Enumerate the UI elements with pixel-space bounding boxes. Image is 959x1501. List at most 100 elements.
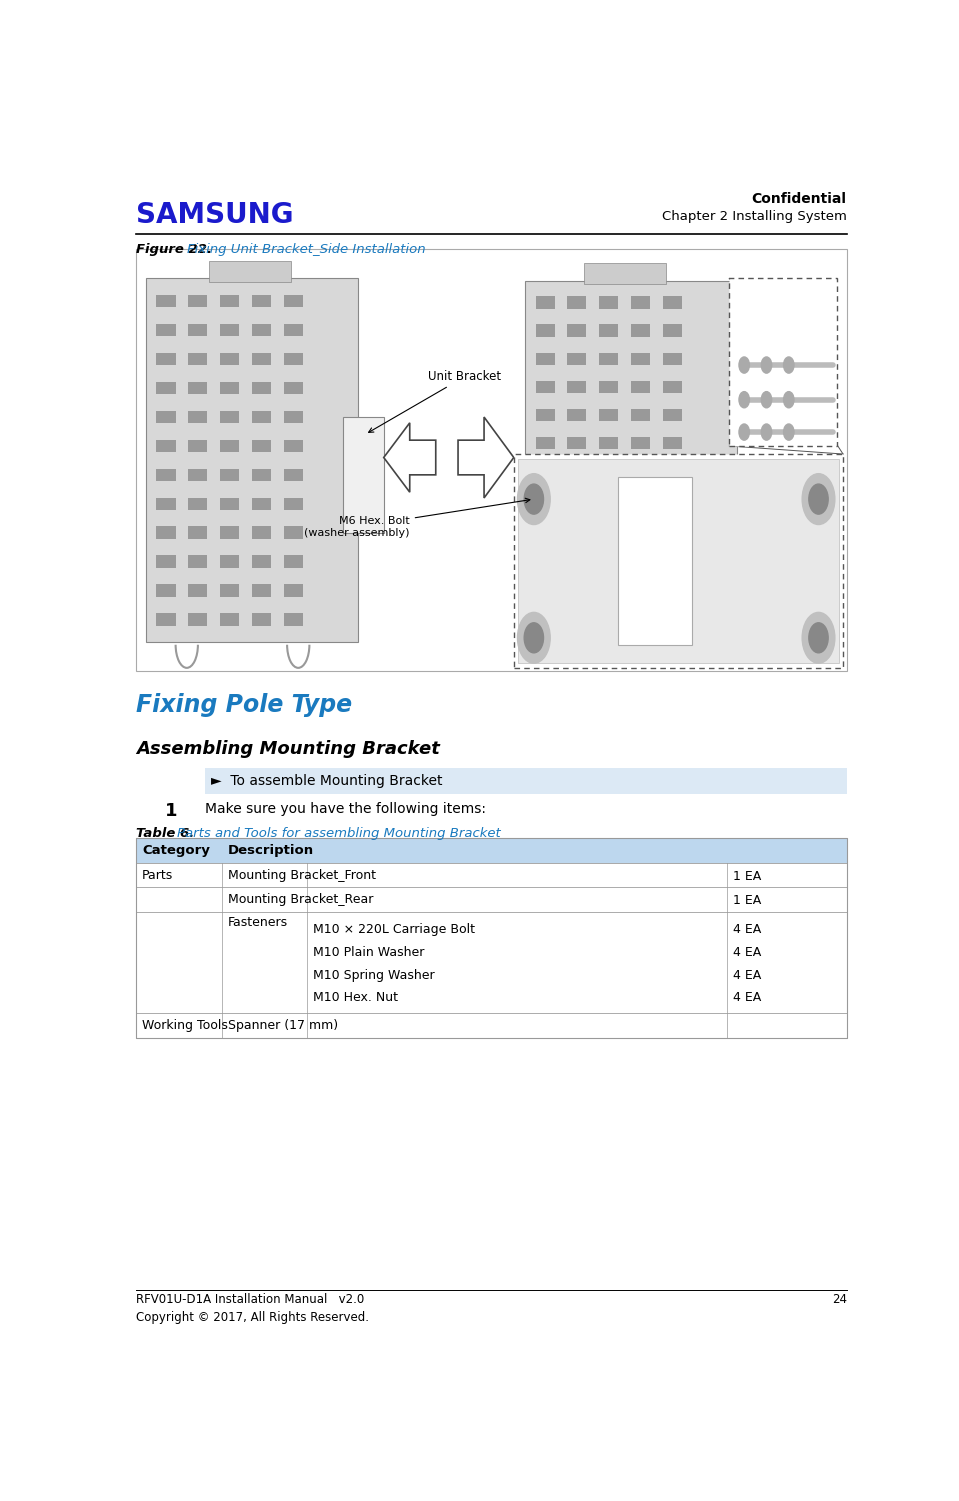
- Bar: [663, 492, 682, 506]
- Circle shape: [808, 623, 829, 653]
- Bar: [599, 549, 619, 561]
- Bar: [220, 468, 239, 482]
- Bar: [631, 324, 650, 336]
- Text: Parts and Tools for assembling Mounting Bracket: Parts and Tools for assembling Mounting …: [177, 827, 501, 841]
- Bar: [631, 576, 650, 590]
- Text: 4 EA: 4 EA: [733, 968, 761, 982]
- Text: 4 EA: 4 EA: [733, 923, 761, 937]
- Bar: [535, 465, 554, 477]
- Bar: [156, 555, 175, 569]
- Bar: [663, 324, 682, 336]
- Bar: [284, 381, 303, 395]
- Circle shape: [518, 612, 550, 663]
- Text: Unit Bracket: Unit Bracket: [368, 371, 502, 432]
- Bar: [568, 576, 586, 590]
- Bar: [284, 324, 303, 336]
- Bar: [284, 584, 303, 597]
- Bar: [535, 296, 554, 309]
- Text: Description: Description: [227, 844, 314, 857]
- Text: Table 6.: Table 6.: [136, 827, 199, 841]
- Text: M10 Plain Washer: M10 Plain Washer: [314, 946, 425, 959]
- Bar: [568, 549, 586, 561]
- Bar: [156, 294, 175, 308]
- Bar: [284, 411, 303, 423]
- Bar: [156, 381, 175, 395]
- Bar: [631, 408, 650, 420]
- Bar: [663, 353, 682, 365]
- Bar: [535, 408, 554, 420]
- Bar: [156, 324, 175, 336]
- Circle shape: [784, 423, 794, 440]
- Bar: [663, 381, 682, 393]
- Bar: [284, 468, 303, 482]
- Bar: [188, 527, 207, 539]
- Text: Spanner (17 mm): Spanner (17 mm): [227, 1019, 338, 1033]
- Text: Fasteners: Fasteners: [227, 916, 288, 929]
- Circle shape: [739, 357, 749, 374]
- Text: 1 EA: 1 EA: [733, 895, 761, 907]
- Bar: [188, 497, 207, 510]
- Bar: [535, 492, 554, 506]
- Bar: [252, 497, 270, 510]
- Bar: [284, 527, 303, 539]
- Bar: [663, 408, 682, 420]
- Bar: [631, 381, 650, 393]
- Bar: [631, 549, 650, 561]
- Polygon shape: [384, 423, 435, 492]
- Bar: [136, 863, 847, 887]
- Bar: [156, 584, 175, 597]
- Bar: [136, 1013, 847, 1037]
- Polygon shape: [458, 417, 514, 498]
- Bar: [156, 353, 175, 365]
- Bar: [568, 296, 586, 309]
- Bar: [220, 497, 239, 510]
- Text: Fixing Unit Bracket_Side Installation: Fixing Unit Bracket_Side Installation: [187, 243, 426, 257]
- Bar: [220, 555, 239, 569]
- Circle shape: [761, 357, 772, 374]
- Text: Assembling Mounting Bracket: Assembling Mounting Bracket: [136, 740, 440, 758]
- Bar: [663, 465, 682, 477]
- Bar: [284, 555, 303, 569]
- Bar: [136, 838, 847, 863]
- Text: Mounting Bracket_Rear: Mounting Bracket_Rear: [227, 893, 373, 907]
- Text: 1: 1: [165, 802, 177, 820]
- Bar: [220, 324, 239, 336]
- Circle shape: [761, 392, 772, 408]
- Bar: [535, 381, 554, 393]
- Text: Working Tools: Working Tools: [142, 1019, 228, 1033]
- Bar: [535, 605, 554, 617]
- Text: ►  To assemble Mounting Bracket: ► To assemble Mounting Bracket: [211, 775, 443, 788]
- Bar: [220, 381, 239, 395]
- Bar: [188, 468, 207, 482]
- Circle shape: [518, 474, 550, 524]
- Circle shape: [808, 485, 829, 515]
- Bar: [599, 521, 619, 533]
- Bar: [146, 278, 358, 642]
- Bar: [663, 549, 682, 561]
- Text: Figure 22.: Figure 22.: [136, 243, 217, 257]
- Bar: [568, 381, 586, 393]
- Text: M10 Hex. Nut: M10 Hex. Nut: [314, 991, 398, 1004]
- Circle shape: [761, 423, 772, 440]
- Circle shape: [739, 423, 749, 440]
- Text: 4 EA: 4 EA: [733, 946, 761, 959]
- Bar: [188, 614, 207, 626]
- Bar: [663, 576, 682, 590]
- Bar: [284, 353, 303, 365]
- Bar: [252, 381, 270, 395]
- Text: Category: Category: [142, 844, 210, 857]
- Circle shape: [784, 392, 794, 408]
- Bar: [568, 324, 586, 336]
- Bar: [631, 296, 650, 309]
- Bar: [535, 549, 554, 561]
- Bar: [599, 381, 619, 393]
- Bar: [631, 605, 650, 617]
- Bar: [205, 769, 847, 794]
- Text: M10 Spring Washer: M10 Spring Washer: [314, 968, 434, 982]
- Text: Confidential: Confidential: [752, 192, 847, 206]
- Bar: [188, 381, 207, 395]
- Bar: [568, 492, 586, 506]
- Bar: [631, 521, 650, 533]
- Bar: [220, 353, 239, 365]
- Bar: [568, 353, 586, 365]
